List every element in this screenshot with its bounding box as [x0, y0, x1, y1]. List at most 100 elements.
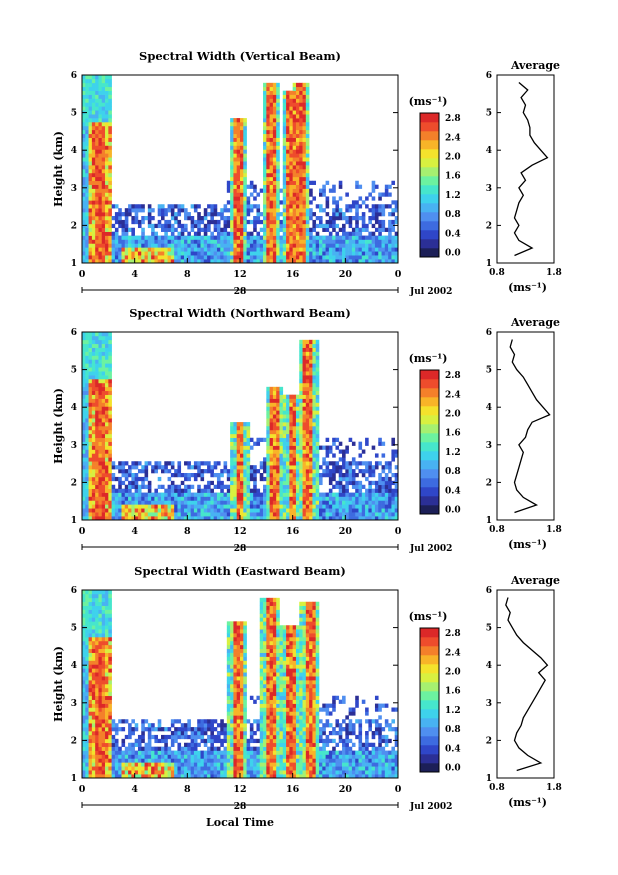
heatmap-cell — [315, 469, 320, 474]
heatmap-cell — [322, 469, 326, 474]
heatmap-cell — [98, 347, 103, 352]
heatmap-cell — [180, 480, 185, 486]
heatmap-cell — [263, 161, 267, 166]
heatmap-cell — [85, 219, 89, 225]
heatmap-cell — [230, 461, 234, 466]
heatmap-cell — [272, 453, 277, 458]
heatmap-cell — [243, 449, 247, 454]
heatmap-cell — [286, 94, 290, 99]
heatmap-cell — [101, 180, 106, 185]
heatmap-cell — [108, 219, 112, 225]
profile-x-label: (ms⁻¹) — [508, 281, 547, 294]
heatmap-cell — [151, 746, 155, 751]
heatmap-cell — [279, 429, 284, 435]
heatmap-cell — [91, 750, 96, 755]
heatmap-cell — [226, 484, 231, 489]
heatmap-cell — [295, 480, 300, 486]
heatmap-cell — [147, 516, 152, 521]
heatmap-cell — [157, 255, 162, 260]
heatmap-cell — [292, 223, 297, 229]
heatmap-cell — [220, 469, 224, 474]
heatmap-cell — [351, 231, 356, 236]
heatmap-cell — [371, 212, 376, 217]
heatmap-cell — [141, 504, 145, 509]
heatmap-cell — [299, 243, 303, 248]
panel-2: Spectral Width (Northward Beam)0 4 8 12 16 20… — [52, 306, 562, 554]
profile-y-tick-label: 2 — [486, 221, 492, 231]
heatmap-cell — [286, 429, 290, 435]
heatmap-cell — [197, 243, 201, 248]
heatmap-cell — [98, 255, 103, 260]
heatmap-cell — [82, 723, 86, 728]
heatmap-cell — [309, 390, 313, 395]
heatmap-cell — [108, 153, 112, 158]
heatmap-cell — [91, 235, 96, 240]
heatmap-cell — [95, 687, 99, 693]
heatmap-cell — [82, 734, 86, 740]
heatmap-cell — [246, 231, 251, 236]
heatmap-cell — [95, 367, 99, 372]
heatmap-cell — [391, 441, 396, 446]
heatmap-cell — [302, 137, 307, 142]
heatmap-cell — [391, 473, 396, 478]
heatmap-cell — [259, 465, 264, 470]
heatmap-cell — [167, 754, 172, 759]
heatmap-cell — [289, 461, 293, 466]
heatmap-cell — [223, 216, 228, 221]
heatmap-cell — [85, 508, 89, 513]
heatmap-cell — [361, 216, 366, 221]
heatmap-cell — [85, 766, 89, 771]
heatmap-cell — [98, 433, 103, 439]
heatmap-cell — [328, 219, 333, 225]
heatmap-cell — [384, 516, 389, 521]
heatmap-cell — [82, 633, 86, 638]
heatmap-cell — [88, 161, 93, 166]
heatmap-cell — [105, 437, 109, 442]
heatmap-cell — [98, 648, 103, 653]
heatmap-cell — [128, 243, 132, 248]
heatmap-cell — [388, 484, 392, 489]
heatmap-cell — [302, 500, 307, 505]
heatmap-cell — [292, 516, 297, 521]
heatmap-cell — [269, 441, 274, 446]
heatmap-cell — [295, 437, 300, 442]
heatmap-cell — [240, 204, 244, 209]
heatmap-cell — [302, 239, 307, 244]
heatmap-cell — [345, 492, 349, 497]
heatmap-cell — [190, 216, 195, 221]
heatmap-cell — [105, 723, 109, 728]
heatmap-cell — [91, 457, 96, 462]
heatmap-cell — [187, 508, 191, 513]
heatmap-cell — [236, 223, 241, 229]
heatmap-cell — [325, 243, 330, 248]
heatmap-cell — [348, 243, 353, 248]
heatmap-cell — [190, 496, 195, 501]
heatmap-cell — [305, 259, 310, 264]
heatmap-cell — [299, 118, 303, 123]
heatmap-cell — [95, 766, 99, 771]
heatmap-cell — [276, 219, 280, 225]
heatmap-cell — [91, 742, 96, 747]
heatmap-cell — [108, 243, 112, 248]
heatmap-cell — [220, 208, 224, 213]
heatmap-cell — [272, 188, 277, 193]
heatmap-cell — [335, 480, 340, 486]
heatmap-cell — [381, 465, 386, 470]
heatmap-cell — [82, 231, 86, 236]
heatmap-cell — [157, 500, 162, 505]
heatmap-cell — [305, 145, 310, 150]
heatmap-cell — [322, 223, 326, 229]
heatmap-cell — [174, 227, 178, 232]
heatmap-cell — [121, 770, 126, 775]
heatmap-cell — [322, 208, 326, 213]
heatmap-cell — [309, 433, 313, 439]
heatmap-cell — [108, 200, 112, 205]
heatmap-cell — [193, 504, 198, 509]
heatmap-cell — [243, 227, 247, 232]
heatmap-cell — [286, 98, 290, 103]
heatmap-cell — [378, 480, 382, 486]
heatmap-cell — [263, 180, 267, 185]
heatmap-cell — [358, 235, 363, 240]
heatmap-cell — [289, 141, 293, 146]
heatmap-cell — [233, 137, 238, 142]
